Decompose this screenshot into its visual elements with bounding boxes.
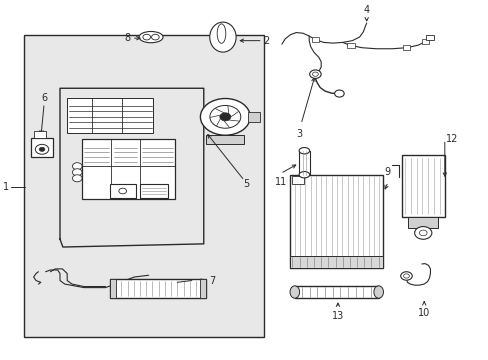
Ellipse shape: [289, 286, 299, 298]
Bar: [34, 131, 45, 138]
Bar: [425, 35, 433, 40]
Circle shape: [400, 272, 411, 280]
Circle shape: [72, 169, 82, 176]
Bar: [67, 98, 153, 133]
Bar: [292, 176, 304, 184]
Ellipse shape: [139, 31, 163, 43]
Bar: [299, 151, 309, 175]
Text: 3: 3: [296, 130, 302, 139]
Circle shape: [72, 163, 82, 170]
Ellipse shape: [209, 22, 236, 52]
Bar: [206, 135, 244, 144]
Bar: [81, 139, 175, 199]
Circle shape: [72, 175, 82, 182]
Text: 2: 2: [263, 36, 269, 46]
Circle shape: [414, 226, 431, 239]
Circle shape: [312, 72, 318, 76]
Bar: [294, 286, 378, 298]
Bar: [200, 279, 206, 298]
Bar: [24, 35, 263, 337]
Text: 8: 8: [124, 33, 131, 43]
Bar: [110, 279, 116, 298]
Bar: [247, 112, 259, 122]
Text: 12: 12: [445, 134, 457, 144]
Text: 4: 4: [363, 5, 369, 15]
Ellipse shape: [373, 286, 383, 298]
Bar: [110, 279, 206, 298]
Text: 5: 5: [243, 179, 249, 189]
Text: 13: 13: [331, 311, 344, 321]
Circle shape: [39, 147, 45, 152]
Circle shape: [334, 90, 344, 97]
Circle shape: [419, 230, 426, 236]
Bar: [402, 45, 409, 50]
Circle shape: [220, 113, 230, 121]
Text: 1: 1: [2, 182, 9, 192]
Ellipse shape: [299, 171, 309, 178]
Ellipse shape: [217, 24, 225, 43]
Bar: [31, 138, 53, 157]
Text: 6: 6: [41, 93, 47, 103]
Circle shape: [151, 34, 159, 40]
Bar: [401, 155, 444, 217]
Circle shape: [35, 144, 49, 154]
Text: 10: 10: [417, 308, 429, 318]
Circle shape: [142, 34, 150, 40]
Bar: [139, 184, 167, 198]
Ellipse shape: [299, 148, 309, 154]
Bar: [346, 43, 354, 48]
Text: 11: 11: [274, 177, 286, 187]
Bar: [407, 217, 437, 228]
Circle shape: [200, 99, 250, 135]
Bar: [109, 184, 136, 198]
Bar: [289, 175, 383, 268]
Bar: [421, 39, 428, 44]
Circle shape: [403, 274, 408, 278]
Circle shape: [119, 188, 126, 194]
Bar: [289, 256, 383, 268]
Bar: [311, 37, 319, 42]
Text: 9: 9: [384, 167, 390, 177]
Circle shape: [309, 70, 321, 78]
Text: 7: 7: [209, 275, 215, 285]
Circle shape: [209, 105, 240, 128]
